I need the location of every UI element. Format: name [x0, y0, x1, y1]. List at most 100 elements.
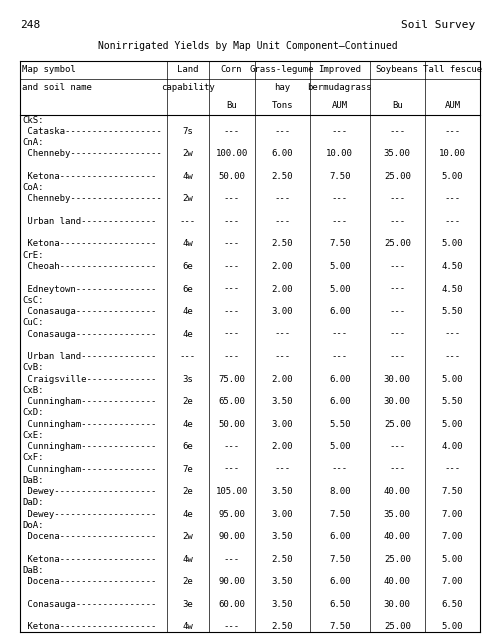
- Text: 5.00: 5.00: [442, 420, 463, 429]
- Text: 2w: 2w: [183, 532, 193, 541]
- Text: 2e: 2e: [183, 397, 193, 406]
- Text: 25.00: 25.00: [384, 420, 411, 429]
- Text: CxE:: CxE:: [22, 431, 44, 440]
- Text: 2.50: 2.50: [271, 239, 293, 248]
- Text: Edneytown---------------: Edneytown---------------: [22, 285, 156, 294]
- Text: 25.00: 25.00: [384, 172, 411, 181]
- Text: ---: ---: [445, 195, 460, 204]
- Text: CuC:: CuC:: [22, 318, 44, 327]
- Text: DaB:: DaB:: [22, 566, 44, 575]
- Text: Bu: Bu: [226, 101, 237, 110]
- Text: CxD:: CxD:: [22, 408, 44, 417]
- Text: ---: ---: [224, 239, 240, 248]
- Text: 4e: 4e: [183, 330, 193, 339]
- Text: ---: ---: [224, 352, 240, 361]
- Text: ---: ---: [389, 352, 405, 361]
- Text: 10.00: 10.00: [439, 150, 466, 159]
- Text: Chenneby-----------------: Chenneby-----------------: [22, 195, 162, 204]
- Text: 6e: 6e: [183, 442, 193, 451]
- Text: 6.00: 6.00: [329, 307, 350, 316]
- Text: Docena------------------: Docena------------------: [22, 577, 156, 586]
- Text: 40.00: 40.00: [384, 577, 411, 586]
- Text: 7.50: 7.50: [442, 487, 463, 496]
- Text: 7.50: 7.50: [329, 555, 350, 564]
- Text: 35.00: 35.00: [384, 509, 411, 518]
- Text: 4w: 4w: [183, 239, 193, 248]
- Text: bermudagrass: bermudagrass: [307, 83, 372, 92]
- Text: 5.50: 5.50: [329, 420, 350, 429]
- Text: 3e: 3e: [183, 600, 193, 609]
- Text: 50.00: 50.00: [218, 172, 245, 181]
- Text: ---: ---: [445, 217, 460, 226]
- Text: ---: ---: [389, 127, 405, 136]
- Text: AUM: AUM: [332, 101, 348, 110]
- Text: 4.00: 4.00: [442, 442, 463, 451]
- Text: CxF:: CxF:: [22, 453, 44, 462]
- Text: Dewey-------------------: Dewey-------------------: [22, 509, 156, 518]
- Text: ---: ---: [274, 127, 290, 136]
- Text: 65.00: 65.00: [218, 397, 245, 406]
- Text: 4w: 4w: [183, 172, 193, 181]
- Text: 2.50: 2.50: [271, 622, 293, 631]
- Text: Soil Survey: Soil Survey: [401, 20, 475, 31]
- Text: 7.00: 7.00: [442, 509, 463, 518]
- Text: 5.00: 5.00: [442, 172, 463, 181]
- Text: 30.00: 30.00: [384, 397, 411, 406]
- Text: Cunningham--------------: Cunningham--------------: [22, 420, 156, 429]
- Text: 2.00: 2.00: [271, 442, 293, 451]
- Text: 5.00: 5.00: [442, 555, 463, 564]
- Text: 5.50: 5.50: [442, 397, 463, 406]
- Text: ---: ---: [224, 262, 240, 271]
- Text: Conasauga---------------: Conasauga---------------: [22, 307, 156, 316]
- Text: CrE:: CrE:: [22, 251, 44, 260]
- Text: 8.00: 8.00: [329, 487, 350, 496]
- Text: 30.00: 30.00: [384, 600, 411, 609]
- Text: Ketona------------------: Ketona------------------: [22, 622, 156, 631]
- Text: Tons: Tons: [271, 101, 293, 110]
- Text: Cunningham--------------: Cunningham--------------: [22, 465, 156, 474]
- Text: Cunningham--------------: Cunningham--------------: [22, 397, 156, 406]
- Text: 90.00: 90.00: [218, 532, 245, 541]
- Text: ---: ---: [274, 217, 290, 226]
- Text: 7.50: 7.50: [329, 509, 350, 518]
- Text: 2.50: 2.50: [271, 555, 293, 564]
- Text: ---: ---: [180, 217, 196, 226]
- Text: ---: ---: [332, 465, 348, 474]
- Text: 25.00: 25.00: [384, 555, 411, 564]
- Text: CxB:: CxB:: [22, 386, 44, 395]
- Text: 3.50: 3.50: [271, 532, 293, 541]
- Text: Ketona------------------: Ketona------------------: [22, 239, 156, 248]
- Text: ---: ---: [274, 195, 290, 204]
- Text: Dewey-------------------: Dewey-------------------: [22, 487, 156, 496]
- Text: 4e: 4e: [183, 509, 193, 518]
- Text: DoA:: DoA:: [22, 521, 44, 530]
- Text: ---: ---: [332, 352, 348, 361]
- Text: Soybeans: Soybeans: [376, 65, 419, 74]
- Text: ---: ---: [389, 330, 405, 339]
- Text: 5.50: 5.50: [442, 307, 463, 316]
- Text: ---: ---: [332, 127, 348, 136]
- Text: 3.00: 3.00: [271, 307, 293, 316]
- Text: 7.50: 7.50: [329, 239, 350, 248]
- Text: hay: hay: [274, 83, 290, 92]
- Text: Bu: Bu: [392, 101, 402, 110]
- Text: 5.00: 5.00: [442, 374, 463, 383]
- Text: Ketona------------------: Ketona------------------: [22, 555, 156, 564]
- Text: Chenneby-----------------: Chenneby-----------------: [22, 150, 162, 159]
- Text: 5.00: 5.00: [329, 285, 350, 294]
- Text: ---: ---: [332, 217, 348, 226]
- Text: 7.50: 7.50: [329, 622, 350, 631]
- Text: 6.00: 6.00: [329, 374, 350, 383]
- Text: 90.00: 90.00: [218, 577, 245, 586]
- Text: 105.00: 105.00: [215, 487, 248, 496]
- Text: 5.00: 5.00: [329, 262, 350, 271]
- Text: 5.00: 5.00: [442, 622, 463, 631]
- Text: 25.00: 25.00: [384, 239, 411, 248]
- Text: 2w: 2w: [183, 150, 193, 159]
- Text: ---: ---: [389, 285, 405, 294]
- Text: Cheoah------------------: Cheoah------------------: [22, 262, 156, 271]
- Text: ---: ---: [180, 352, 196, 361]
- Text: 7.00: 7.00: [442, 532, 463, 541]
- Text: 3.50: 3.50: [271, 487, 293, 496]
- Text: CoA:: CoA:: [22, 183, 44, 192]
